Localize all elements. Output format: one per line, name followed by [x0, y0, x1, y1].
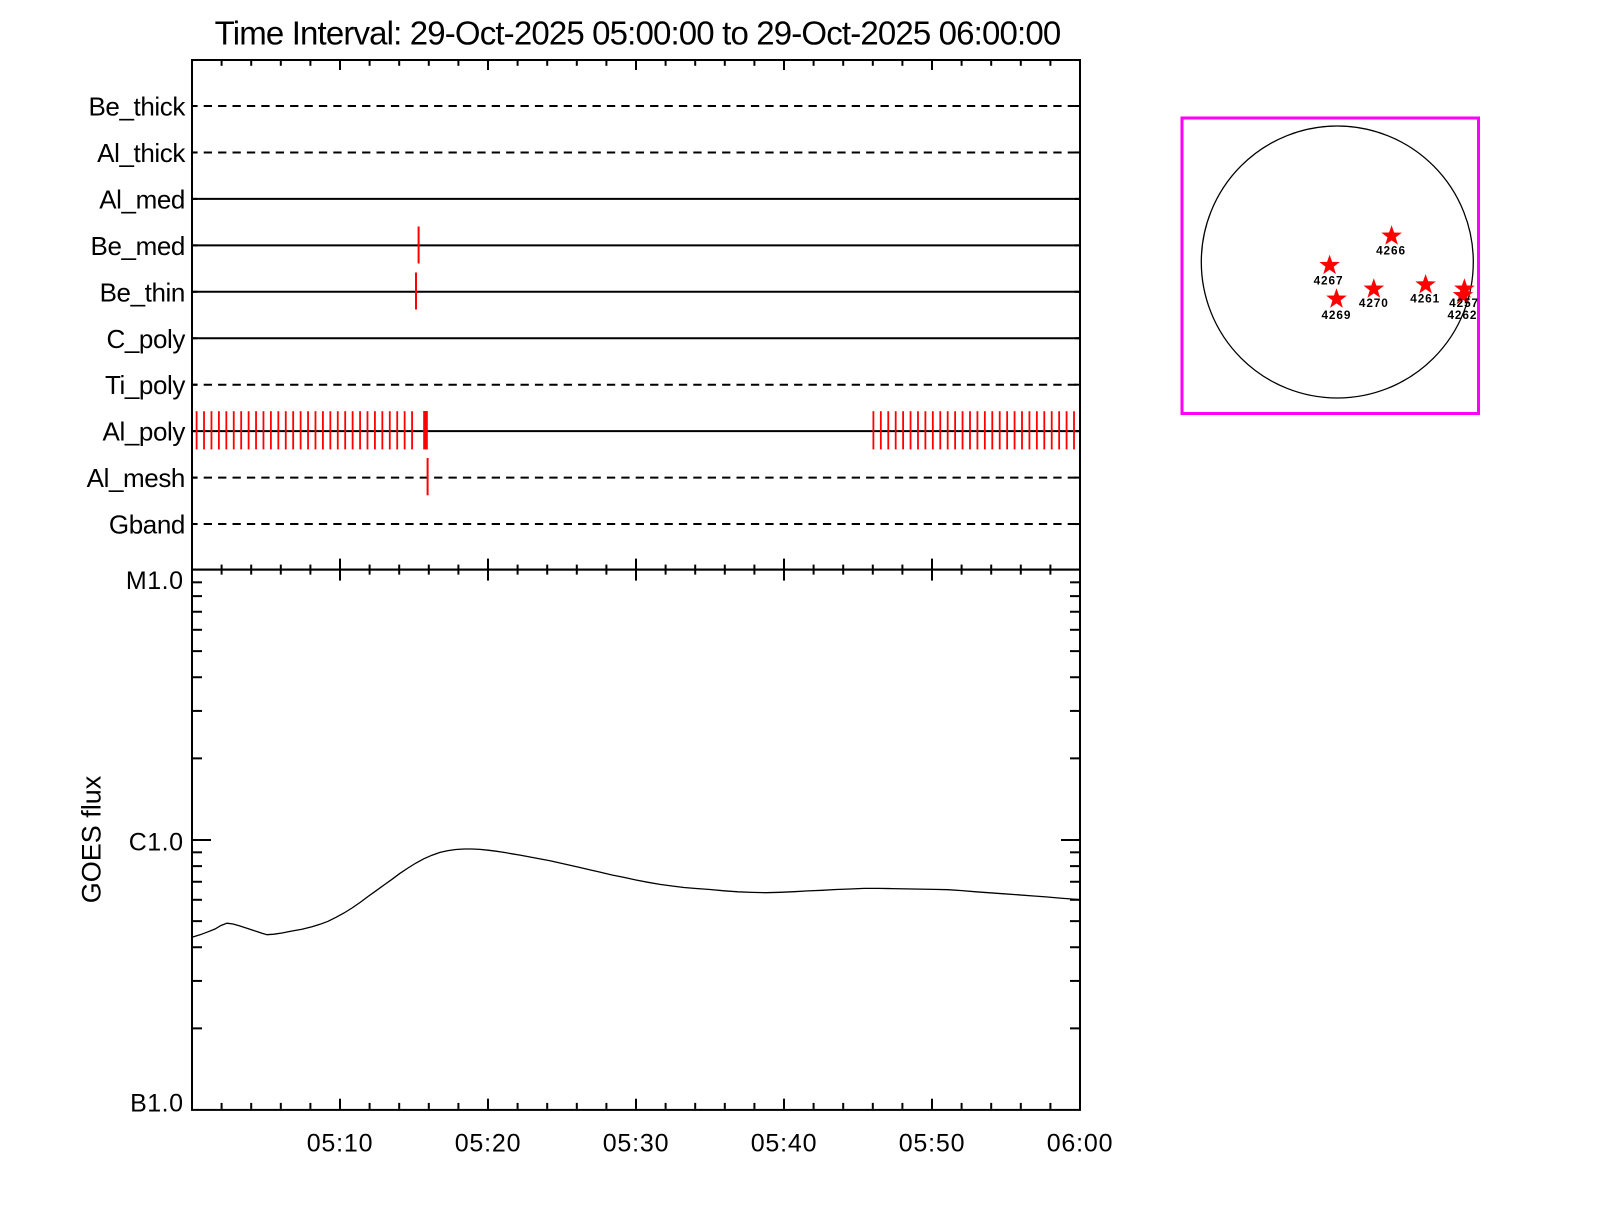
svg-text:Gband: Gband [109, 510, 185, 540]
svg-text:05:40: 05:40 [751, 1130, 818, 1158]
svg-text:4269: 4269 [1321, 308, 1351, 322]
svg-text:4257: 4257 [1449, 296, 1479, 310]
svg-text:4261: 4261 [1410, 292, 1440, 306]
svg-text:4270: 4270 [1359, 296, 1389, 310]
svg-text:Al_poly: Al_poly [103, 417, 186, 447]
svg-text:4262: 4262 [1447, 308, 1477, 322]
svg-text:4267: 4267 [1314, 274, 1344, 288]
svg-text:05:30: 05:30 [603, 1130, 670, 1158]
svg-text:05:10: 05:10 [307, 1130, 374, 1158]
svg-text:B1.0: B1.0 [130, 1090, 183, 1118]
svg-text:C1.0: C1.0 [129, 829, 184, 857]
svg-text:Time Interval: 29-Oct-2025 05:: Time Interval: 29-Oct-2025 05:00:00 to 2… [215, 15, 1061, 52]
svg-text:Al_mesh: Al_mesh [87, 463, 185, 493]
svg-text:05:20: 05:20 [455, 1130, 522, 1158]
svg-text:06:00: 06:00 [1047, 1130, 1114, 1158]
svg-text:Al_thick: Al_thick [97, 138, 186, 168]
svg-text:Be_thin: Be_thin [100, 277, 185, 307]
svg-text:C_poly: C_poly [106, 324, 185, 354]
svg-text:Al_med: Al_med [99, 184, 185, 214]
svg-text:M1.0: M1.0 [126, 567, 184, 595]
svg-text:Be_med: Be_med [91, 231, 185, 261]
svg-text:Ti_poly: Ti_poly [105, 370, 185, 400]
svg-text:GOES flux: GOES flux [77, 775, 107, 903]
svg-text:4266: 4266 [1376, 244, 1406, 258]
svg-text:05:50: 05:50 [899, 1130, 966, 1158]
svg-text:Be_thick: Be_thick [88, 92, 186, 122]
